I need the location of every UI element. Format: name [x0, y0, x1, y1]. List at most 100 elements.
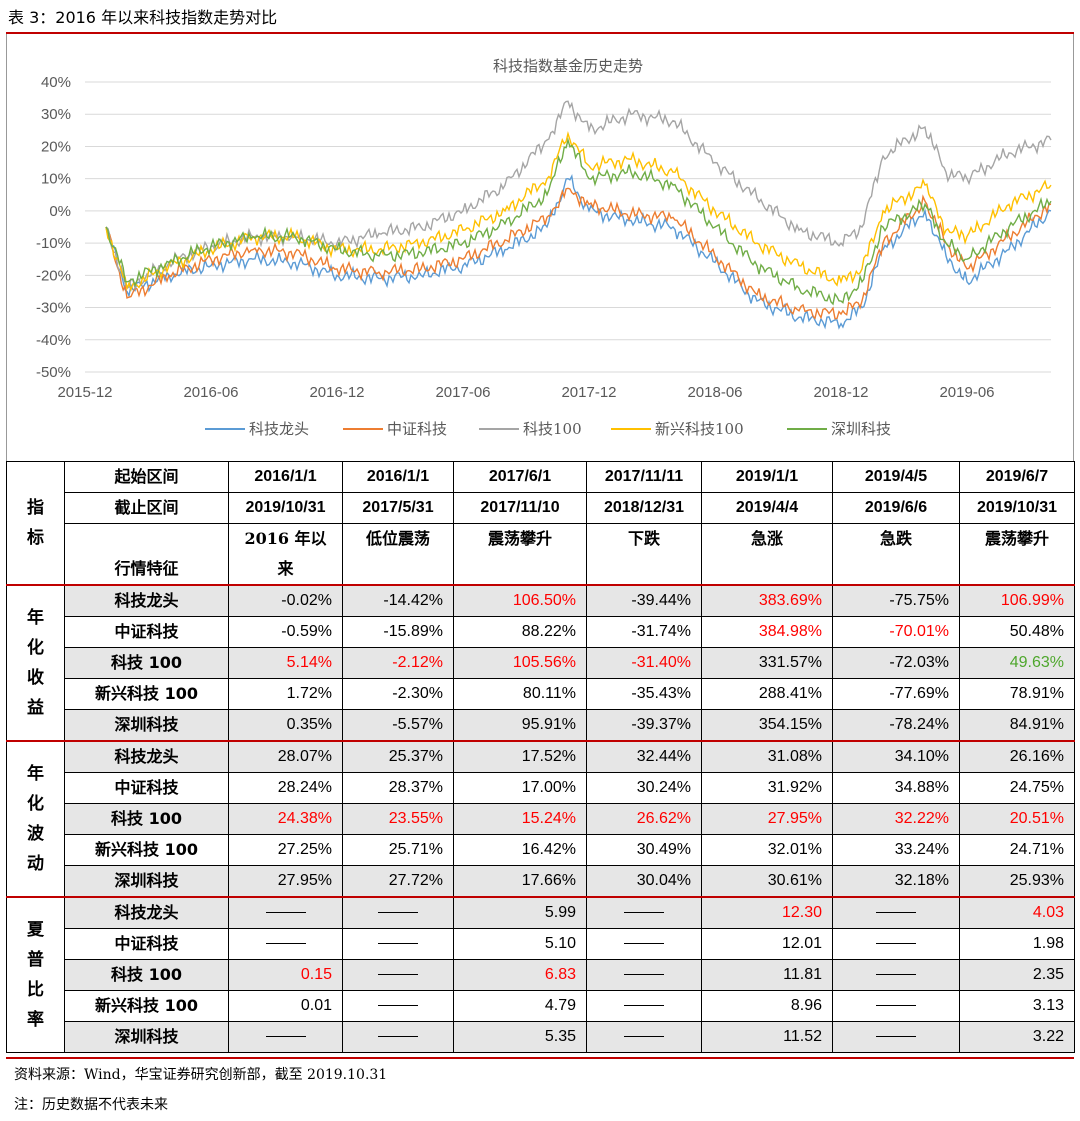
value-cell: 17.00%	[453, 772, 587, 804]
period-start: 2016/1/1	[342, 461, 454, 493]
value-cell: 33.24%	[832, 834, 960, 866]
dash-mark	[378, 943, 418, 945]
indicator-label: 指标	[27, 498, 44, 548]
value-cell: 16.42%	[453, 834, 587, 866]
value-cell: 26.16%	[959, 740, 1075, 773]
value-cell: 288.41%	[701, 678, 833, 710]
value-cell: 32.22%	[832, 803, 960, 835]
value-cell: 49.63%	[959, 647, 1075, 679]
legend-label: 科技龙头	[249, 420, 309, 438]
row-name: 中证科技	[64, 928, 229, 960]
value-cell: 6.83	[453, 959, 587, 991]
table-row: 深圳科技 5.35 11.52 3.22	[7, 1021, 1075, 1053]
table-row: 新兴科技 100 1.72% -2.30% 80.11% -35.43% 288.41% -…	[7, 678, 1075, 710]
value-cell: 24.75%	[959, 772, 1075, 804]
value-cell: -77.69%	[832, 678, 960, 710]
dash-mark	[624, 1036, 664, 1038]
x-tick-label: 2017-06	[435, 384, 490, 401]
value-cell: -0.02%	[228, 584, 343, 617]
value-cell: 28.24%	[228, 772, 343, 804]
period-end: 2017/11/10	[453, 492, 587, 524]
row-name: 新兴科技 100	[64, 834, 229, 866]
dash-mark	[876, 1036, 916, 1038]
table-row: 科技 100 5.14% -2.12% 105.56% -31.40% 331.57% -7…	[7, 647, 1075, 679]
table-title: 表 3：2016 年以来科技指数走势对比	[8, 8, 278, 27]
value-cell: -75.75%	[832, 584, 960, 617]
dash-mark	[876, 943, 916, 945]
x-tick-label: 2019-06	[939, 384, 994, 401]
value-cell: -0.59%	[228, 616, 343, 648]
value-cell: -5.57%	[342, 709, 454, 742]
value-cell	[228, 1021, 343, 1053]
value-cell: 34.88%	[832, 772, 960, 804]
value-cell: 32.18%	[832, 865, 960, 898]
value-cell: -31.40%	[586, 647, 702, 679]
table-row: 深圳科技 27.95% 27.72% 17.66% 30.04% 30.61% 32.18%…	[7, 865, 1075, 898]
y-tick-label: -20%	[36, 267, 71, 284]
value-cell: 24.38%	[228, 803, 343, 835]
value-cell: 106.99%	[959, 584, 1075, 617]
value-cell	[228, 896, 343, 929]
table-row: 深圳科技 0.35% -5.57% 95.91% -39.37% 354.15% -78.2…	[7, 709, 1075, 742]
x-tick-label: 2018-12	[813, 384, 868, 401]
y-tick-label: 0%	[49, 203, 71, 220]
value-cell: -31.74%	[586, 616, 702, 648]
group-label: 年化收益	[6, 584, 65, 742]
value-cell	[342, 959, 454, 991]
value-cell: 25.37%	[342, 740, 454, 773]
value-cell	[342, 1021, 454, 1053]
period-feature: 震荡攀升	[453, 523, 587, 586]
period-end: 2017/5/31	[342, 492, 454, 524]
y-tick-label: 40%	[41, 74, 71, 91]
value-cell: 88.22%	[453, 616, 587, 648]
period-feature: 低位震荡	[342, 523, 454, 586]
legend-label: 深圳科技	[831, 420, 891, 438]
value-cell: 1.98	[959, 928, 1075, 960]
group-label: 夏普比率	[6, 896, 65, 1053]
value-cell: 5.10	[453, 928, 587, 960]
value-cell: 384.98%	[701, 616, 833, 648]
table-row: 中证科技 5.10 12.01 1.98	[7, 928, 1075, 960]
value-cell	[586, 959, 702, 991]
value-cell: 32.01%	[701, 834, 833, 866]
dash-mark	[265, 943, 306, 945]
value-cell: 383.69%	[701, 584, 833, 617]
value-cell: 30.49%	[586, 834, 702, 866]
chart-container: 科技指数基金历史走势 40% 30% 20% 10% 0% -10% -20% -30% -40%…	[6, 34, 1074, 461]
x-tick-label: 2018-06	[687, 384, 742, 401]
table-row: 夏普比率 科技龙头 5.99 12.30 4.03	[6, 896, 1075, 1053]
y-tick-label: -50%	[36, 364, 71, 381]
value-cell: 26.62%	[586, 803, 702, 835]
dash-mark	[624, 912, 664, 914]
end-label: 截止区间	[64, 492, 229, 524]
value-cell: 32.44%	[586, 740, 702, 773]
value-cell: 11.81	[701, 959, 833, 991]
value-cell: 28.07%	[228, 740, 343, 773]
period-end: 2019/6/6	[832, 492, 960, 524]
y-tick-label: -10%	[36, 235, 71, 252]
value-cell: 0.15	[228, 959, 343, 991]
row-name: 科技 100	[64, 803, 229, 835]
series-line-1	[105, 174, 1052, 330]
series-line-4	[105, 130, 1052, 292]
row-name: 深圳科技	[64, 1021, 229, 1053]
value-cell: 30.04%	[586, 865, 702, 898]
period-end: 2019/10/31	[959, 492, 1075, 524]
chart-title: 科技指数基金历史走势	[493, 57, 643, 75]
dash-mark	[378, 912, 418, 914]
value-cell: -14.42%	[342, 584, 454, 617]
series-line-5	[105, 137, 1052, 306]
value-cell: 4.79	[453, 990, 587, 1022]
value-cell: 15.24%	[453, 803, 587, 835]
table-row: 科技 100 24.38% 23.55% 15.24% 26.62% 27.95% 32.2…	[7, 803, 1075, 835]
value-cell: -39.37%	[586, 709, 702, 742]
data-table: 指标起始区间 2016/1/1 2016/1/1 2017/6/1 2017/11/11…	[6, 461, 1075, 1053]
value-cell: 25.93%	[959, 865, 1075, 898]
row-name: 新兴科技 100	[64, 678, 229, 710]
row-name: 科技龙头	[64, 740, 229, 773]
value-cell: 31.08%	[701, 740, 833, 773]
period-start: 2017/6/1	[453, 461, 587, 493]
row-name: 深圳科技	[64, 865, 229, 898]
value-cell: -72.03%	[832, 647, 960, 679]
value-cell: 28.37%	[342, 772, 454, 804]
